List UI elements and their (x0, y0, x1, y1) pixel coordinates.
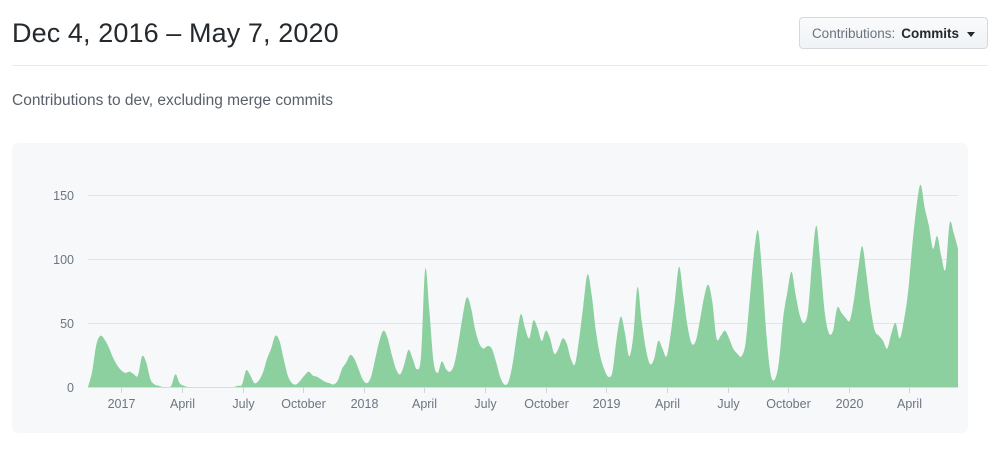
x-axis-tick-label: October (281, 397, 325, 411)
x-axis-tick-label: July (474, 397, 497, 411)
y-axis-tick-label: 100 (53, 253, 74, 267)
y-axis-tick-label: 0 (67, 381, 74, 395)
y-axis-tick-label: 50 (60, 317, 74, 331)
contributions-type-dropdown[interactable]: Contributions: Commits (798, 17, 988, 49)
dropdown-label: Contributions: (811, 25, 896, 41)
header-divider (12, 65, 988, 66)
x-axis-tick-label: 2017 (108, 397, 136, 411)
x-axis-tick-label: 2020 (836, 397, 864, 411)
x-axis-tick-label: 2018 (351, 397, 379, 411)
contributions-area-chart[interactable]: 0 50 100 150 2017 April July October 2018 April J… (12, 143, 968, 433)
page-title: Dec 4, 2016 – May 7, 2020 (12, 18, 339, 48)
dropdown-value: Commits (901, 25, 959, 41)
chart-y-axis-labels: 0 50 100 150 (53, 189, 74, 395)
chevron-down-icon (967, 31, 975, 37)
chart-x-axis-labels: 2017 April July October 2018 April July October… (108, 397, 922, 411)
x-axis-tick-label: October (766, 397, 810, 411)
contributions-chart-card: 0 50 100 150 2017 April July October 2018 April J… (12, 143, 968, 433)
y-axis-tick-label: 150 (53, 189, 74, 203)
x-axis-tick-label: April (655, 397, 680, 411)
chart-subtitle: Contributions to dev, excluding merge co… (12, 92, 334, 109)
x-axis-tick-label: April (897, 397, 922, 411)
commits-area-series (88, 184, 958, 388)
x-axis-tick-label: April (412, 397, 437, 411)
x-axis-tick-label: July (232, 397, 255, 411)
x-axis-tick-label: April (170, 397, 195, 411)
x-axis-tick-label: October (524, 397, 568, 411)
x-axis-tick-label: July (717, 397, 740, 411)
page-header: Dec 4, 2016 – May 7, 2020 Contributions:… (12, 10, 988, 56)
x-axis-tick-label: 2019 (593, 397, 621, 411)
chart-x-axis (121, 387, 910, 393)
